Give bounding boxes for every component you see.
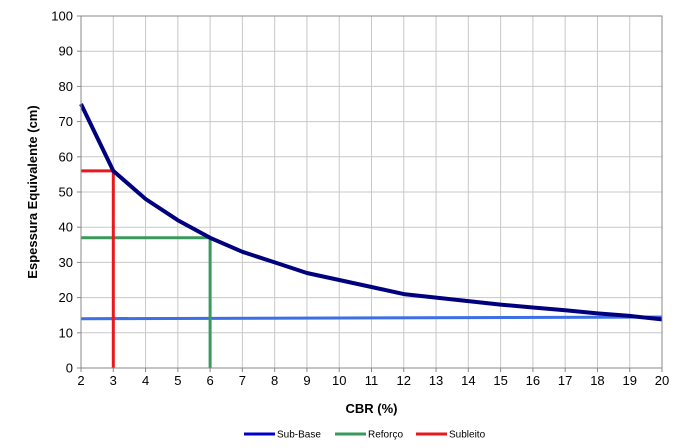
plot-frame	[80, 15, 663, 369]
x-tick-label: 15	[493, 373, 507, 388]
series-line-reference	[80, 315, 663, 321]
legend-label-subleito: Subleito	[449, 430, 486, 441]
legend: Sub-Base Reforço Subleito	[244, 430, 486, 441]
y-tick-label: 0	[66, 361, 73, 376]
y-tick-label: 90	[59, 44, 73, 59]
x-tick-label: 4	[142, 373, 149, 388]
x-tick-label: 12	[397, 373, 411, 388]
legend-label-reforco: Reforço	[368, 430, 403, 441]
x-tick-label: 16	[526, 373, 540, 388]
y-tick-label: 10	[59, 325, 73, 340]
y-tick-labels: 0 10 20 30 40 50 60 70 80 90 100	[51, 9, 73, 376]
series-lines	[79, 103, 663, 368]
y-tick-label: 80	[59, 79, 73, 94]
x-tick-label: 13	[429, 373, 443, 388]
y-tick-label: 40	[59, 220, 73, 235]
y-tick-label: 70	[59, 114, 73, 129]
x-tick-label: 5	[174, 373, 181, 388]
x-tick-label: 3	[110, 373, 117, 388]
x-tick-label: 2	[77, 373, 84, 388]
y-axis-title: Espessura Equivalente (cm)	[25, 105, 40, 278]
y-tick-label: 30	[59, 255, 73, 270]
x-tick-label: 6	[206, 373, 213, 388]
x-tick-label: 17	[558, 373, 572, 388]
x-tick-label: 11	[365, 373, 379, 388]
x-tick-label: 14	[461, 373, 475, 388]
x-tick-labels: 2 3 4 5 6 7 8 9 10 11 12 13 14 15 16 17 18 19 20	[77, 373, 669, 388]
x-tick-label: 18	[590, 373, 604, 388]
y-tick-label: 50	[59, 185, 73, 200]
x-tick-label: 10	[332, 373, 346, 388]
x-tick-label: 19	[622, 373, 636, 388]
y-tick-label: 100	[51, 9, 73, 24]
x-tick-label: 20	[655, 373, 669, 388]
series-line-sub-base	[79, 103, 663, 322]
x-tick-label: 7	[239, 373, 246, 388]
x-axis-title: CBR (%)	[346, 401, 398, 416]
legend-label-sub-base: Sub-Base	[277, 430, 321, 441]
x-tick-label: 8	[271, 373, 278, 388]
y-tick-label: 20	[59, 290, 73, 305]
y-tick-label: 60	[59, 149, 73, 164]
x-tick-label: 9	[303, 373, 310, 388]
